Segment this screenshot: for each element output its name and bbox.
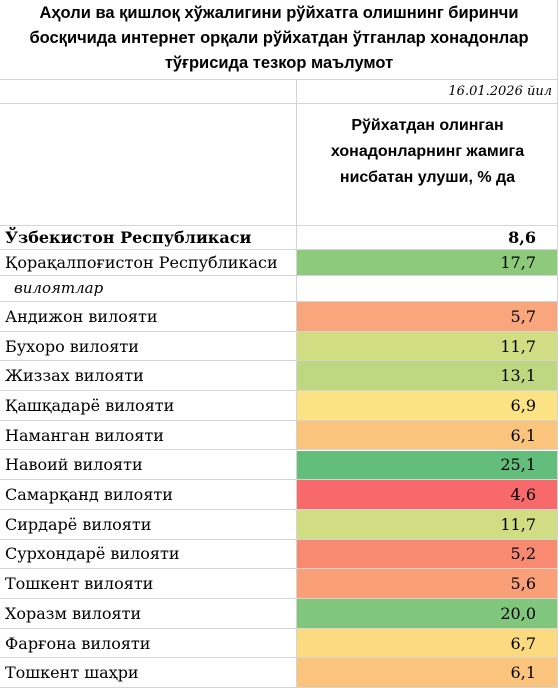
row-name-cell [0,391,297,421]
row-value: 11,7 [500,336,536,356]
row-value: 5,6 [510,574,536,594]
subheader-right [297,276,558,302]
row-name: Қорақалпоғистон Республикаси [5,253,278,272]
row-name-cell [0,420,297,451]
row-name-cell [0,509,297,540]
row-name-cell [0,302,297,332]
row-value-cell [297,539,558,570]
row-name: Наманган вилояти [5,425,164,445]
row-name: Сирдарё вилояти [5,514,152,534]
row-name-cell [0,599,297,629]
row-value-cell [297,331,558,362]
row-value: 6,7 [510,633,536,653]
row-name: Қашқадарё вилояти [5,395,175,415]
column-header-line: нисбатан улуши, % да [339,169,516,186]
row-name-cell [0,628,297,659]
row-value: 8,6 [508,228,536,247]
row-value: 4,6 [510,485,536,505]
date-left [0,80,297,104]
column-header-line: Рўйхатдан олинган [351,117,504,134]
row-name: Навоий вилояти [5,455,143,475]
row-name-cell [0,480,297,510]
row-value-cell [297,226,558,250]
subheader-left [0,276,297,302]
row-name-cell [0,226,297,250]
row-name: Тошкент вилояти [5,574,154,594]
row-value: 25,1 [500,455,536,475]
subheader: вилоятлар [14,279,104,297]
title-line: босқичида интернет орқали рўйхатдан ўтга… [29,29,529,47]
row-value-cell [297,658,558,688]
row-value-cell [297,480,558,510]
row-name-cell [0,331,297,362]
row-value-cell [297,569,558,599]
row-value: 6,9 [510,395,536,415]
row-value: 17,7 [500,253,536,272]
title-line: Аҳоли ва қишлоқ хўжалигини рўйхатга олиш… [39,4,519,22]
row-name: Андижон вилояти [5,306,158,326]
row-value: 6,1 [510,425,536,445]
row-name-cell [0,539,297,570]
row-name-cell [0,250,297,276]
row-name: Тошкент шаҳри [5,663,139,683]
row-name: Сурхондарё вилояти [5,544,180,564]
row-value-cell [297,391,558,421]
row-name: Бухоро вилояти [5,336,139,356]
row-value-cell [297,420,558,451]
row-name-cell [0,569,297,599]
row-value-cell [297,599,558,629]
row-name: Самарқанд вилояти [5,485,173,505]
row-value-cell [297,628,558,659]
row-name: Жиззах вилояти [5,366,144,386]
row-value: 5,7 [510,306,536,326]
row-name: Фарғона вилояти [5,633,151,653]
row-value-cell [297,450,558,481]
row-value-cell [297,509,558,540]
column-header-line: хонадонларнинг жамига [330,143,525,160]
row-value: 13,1 [500,366,536,386]
row-name: Ўзбекистон Республикаси [5,228,252,247]
row-name-cell [0,450,297,481]
row-value-cell [297,361,558,392]
row-value: 6,1 [510,663,536,683]
row-name-cell [0,361,297,392]
date: 16.01.2026 йил [448,84,552,99]
header-left [0,104,297,226]
row-value: 20,0 [500,603,536,623]
title-line: тўғрисида тезкор маълумот [164,54,394,72]
row-name: Хоразм вилояти [5,603,142,623]
row-value: 5,2 [510,544,536,564]
row-value-cell [297,302,558,332]
row-value: 11,7 [500,514,536,534]
